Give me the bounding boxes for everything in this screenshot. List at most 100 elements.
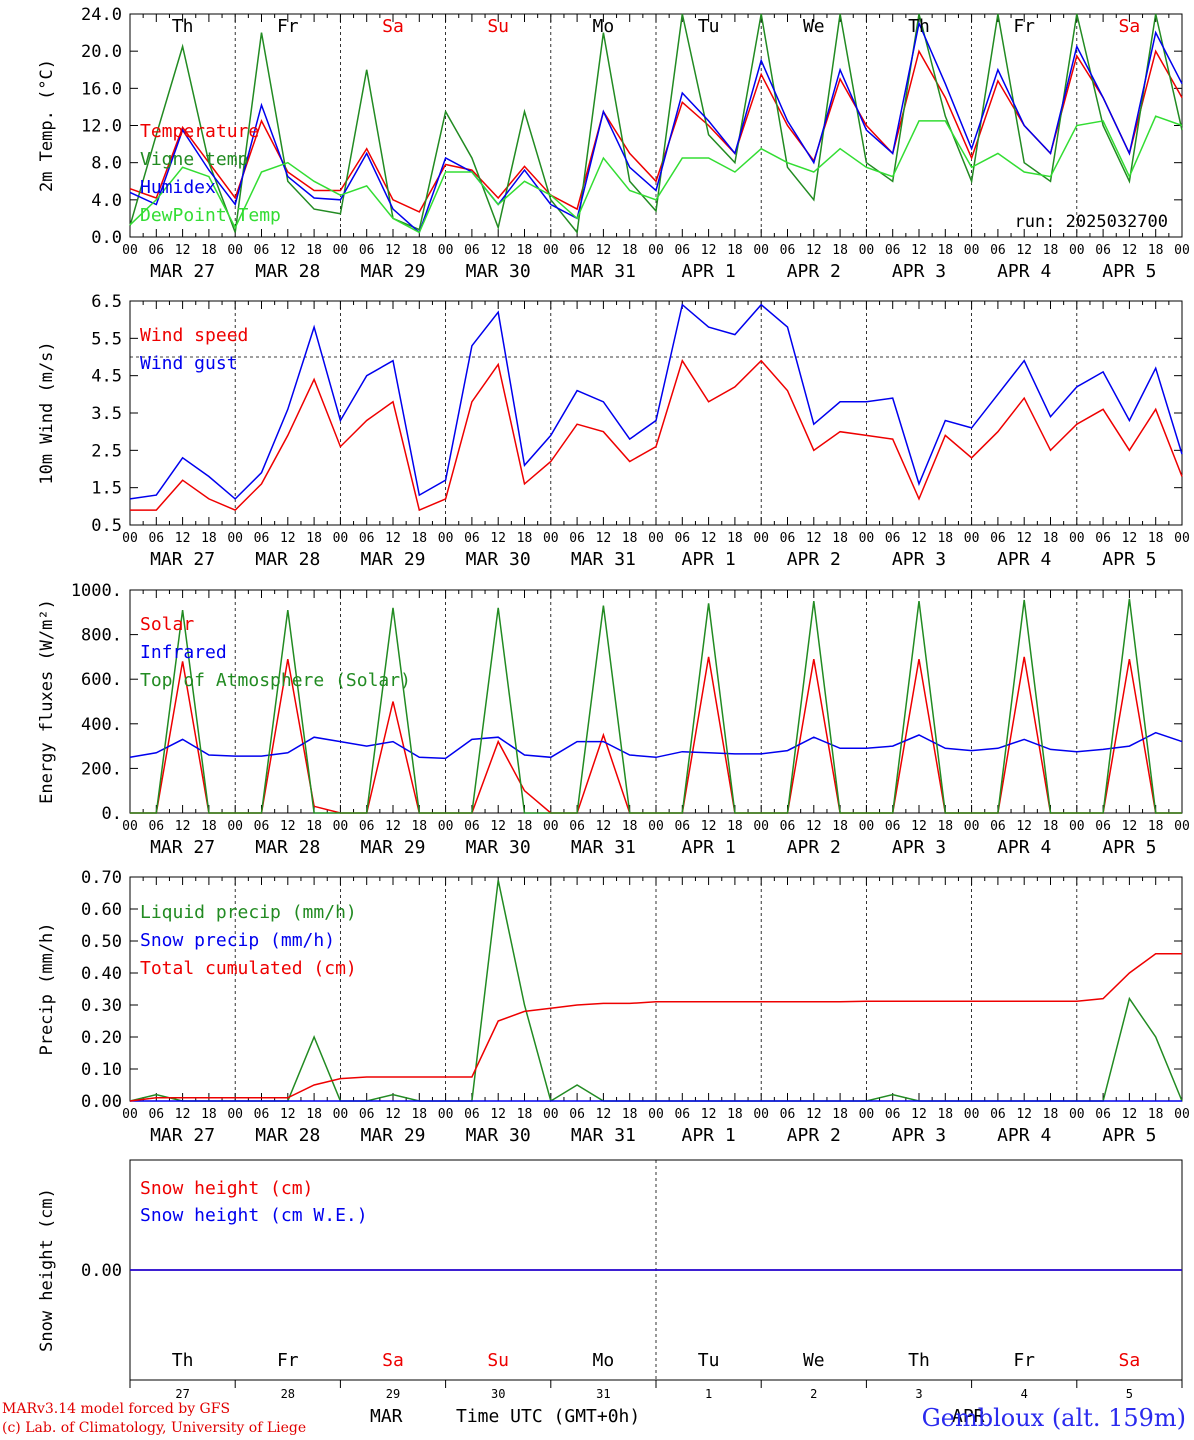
x-hour-label: 18 — [411, 243, 427, 258]
x-hour-label: 18 — [1148, 1107, 1164, 1122]
xaxis-month-end: APR — [952, 1406, 985, 1427]
x-date-label: MAR 27 — [150, 1125, 215, 1146]
x-hour-label: 18 — [1043, 1107, 1059, 1122]
x-hour-label: 00 — [333, 1107, 349, 1122]
date-number: 29 — [386, 1387, 400, 1401]
legend-entry: Liquid precip (mm/h) — [140, 902, 357, 923]
legend-entry: Wind speed — [140, 325, 248, 346]
x-hour-label: 12 — [701, 243, 717, 258]
x-hour-label: 12 — [911, 819, 927, 834]
day-name-top: Sa — [382, 16, 404, 37]
run-label: run: 2025032700 — [1014, 212, 1168, 232]
x-hour-label: 18 — [1148, 531, 1164, 546]
y-tick-label: 600. — [81, 670, 122, 690]
x-hour-label: 06 — [885, 531, 901, 546]
date-number: 1 — [705, 1387, 712, 1401]
x-hour-label: 06 — [1095, 1107, 1111, 1122]
x-hour-label: 06 — [569, 819, 585, 834]
x-hour-label: 06 — [569, 1107, 585, 1122]
x-hour-label: 12 — [1122, 1107, 1138, 1122]
x-hour-label: 06 — [254, 531, 270, 546]
x-hour-label: 18 — [937, 1107, 953, 1122]
x-hour-label: 12 — [1016, 243, 1032, 258]
x-date-label: MAR 31 — [571, 261, 636, 282]
y-tick-label: 0. — [102, 804, 122, 824]
x-hour-label: 18 — [727, 531, 743, 546]
day-name-top: Sa — [1119, 16, 1141, 37]
date-number: 5 — [1126, 1387, 1133, 1401]
x-hour-label: 00 — [753, 531, 769, 546]
x-date-label: MAR 28 — [255, 1125, 320, 1146]
x-hour-label: 18 — [201, 1107, 217, 1122]
y-tick-label: 0.10 — [81, 1060, 122, 1080]
x-hour-label: 12 — [806, 531, 822, 546]
y-tick-label: 0.5 — [91, 516, 122, 536]
x-hour-label: 12 — [280, 819, 296, 834]
legend-entry: Humidex — [140, 177, 216, 198]
x-hour-label: 00 — [227, 1107, 243, 1122]
x-hour-label: 18 — [517, 1107, 533, 1122]
x-hour-label: 12 — [1016, 1107, 1032, 1122]
day-name-top: Tu — [698, 16, 720, 37]
x-hour-label: 00 — [753, 243, 769, 258]
day-name-bottom: Sa — [1119, 1350, 1141, 1371]
x-hour-label: 00 — [1174, 531, 1190, 546]
x-hour-label: 00 — [859, 819, 875, 834]
date-number: 2 — [810, 1387, 817, 1401]
series-humidex — [129, 20, 1183, 234]
x-hour-label: 18 — [306, 531, 322, 546]
series-wind-speed — [130, 358, 1183, 512]
x-date-label: APR 4 — [997, 837, 1051, 858]
x-date-label: APR 1 — [682, 837, 736, 858]
y-axis-label: 10m Wind (m/s) — [37, 341, 57, 484]
series-dewpoint-temp — [129, 115, 1183, 234]
y-tick-label: 16.0 — [81, 79, 122, 99]
legend-entry: Temperature — [140, 121, 259, 142]
x-hour-label: 00 — [1069, 1107, 1085, 1122]
x-hour-label: 00 — [438, 1107, 454, 1122]
x-hour-label: 06 — [1095, 531, 1111, 546]
x-hour-label: 00 — [648, 819, 664, 834]
x-date-label: APR 5 — [1102, 261, 1156, 282]
x-hour-label: 06 — [780, 243, 796, 258]
x-hour-label: 12 — [596, 819, 612, 834]
x-hour-label: 18 — [411, 819, 427, 834]
y-tick-label: 4.0 — [91, 191, 122, 211]
x-hour-label: 06 — [148, 243, 164, 258]
x-hour-label: 12 — [1122, 819, 1138, 834]
x-date-label: MAR 28 — [255, 261, 320, 282]
day-name-top: Mo — [593, 16, 615, 37]
x-hour-label: 12 — [175, 819, 191, 834]
date-number: 30 — [491, 1387, 505, 1401]
date-number: 4 — [1021, 1387, 1028, 1401]
x-hour-label: 06 — [254, 1107, 270, 1122]
x-hour-label: 12 — [280, 531, 296, 546]
x-hour-label: 18 — [622, 819, 638, 834]
x-hour-label: 06 — [990, 243, 1006, 258]
x-hour-label: 00 — [227, 243, 243, 258]
x-hour-label: 12 — [701, 1107, 717, 1122]
y-tick-label: 0.70 — [81, 868, 122, 888]
x-hour-label: 00 — [648, 531, 664, 546]
x-hour-label: 00 — [543, 243, 559, 258]
x-hour-label: 00 — [1069, 243, 1085, 258]
x-hour-label: 12 — [490, 1107, 506, 1122]
x-hour-label: 12 — [701, 819, 717, 834]
x-hour-label: 00 — [543, 1107, 559, 1122]
legend-entry: Snow height (cm W.E.) — [140, 1205, 368, 1226]
y-axis-label: Precip (mm/h) — [37, 922, 57, 1055]
day-name-top: Th — [172, 16, 194, 37]
xaxis-month-start: MAR — [370, 1406, 403, 1427]
x-hour-label: 00 — [122, 243, 138, 258]
y-tick-label: 0.00 — [81, 1092, 122, 1112]
x-hour-label: 06 — [148, 1107, 164, 1122]
x-hour-label: 12 — [175, 243, 191, 258]
series-vigne-temp — [129, 13, 1183, 235]
x-hour-label: 18 — [832, 531, 848, 546]
legend-entry: Snow precip (mm/h) — [140, 930, 335, 951]
x-date-label: APR 4 — [997, 549, 1051, 570]
legend-entry: Top of Atmosphere (Solar) — [140, 670, 411, 691]
x-hour-label: 18 — [727, 243, 743, 258]
x-hour-label: 00 — [964, 243, 980, 258]
x-date-label: APR 1 — [682, 549, 736, 570]
